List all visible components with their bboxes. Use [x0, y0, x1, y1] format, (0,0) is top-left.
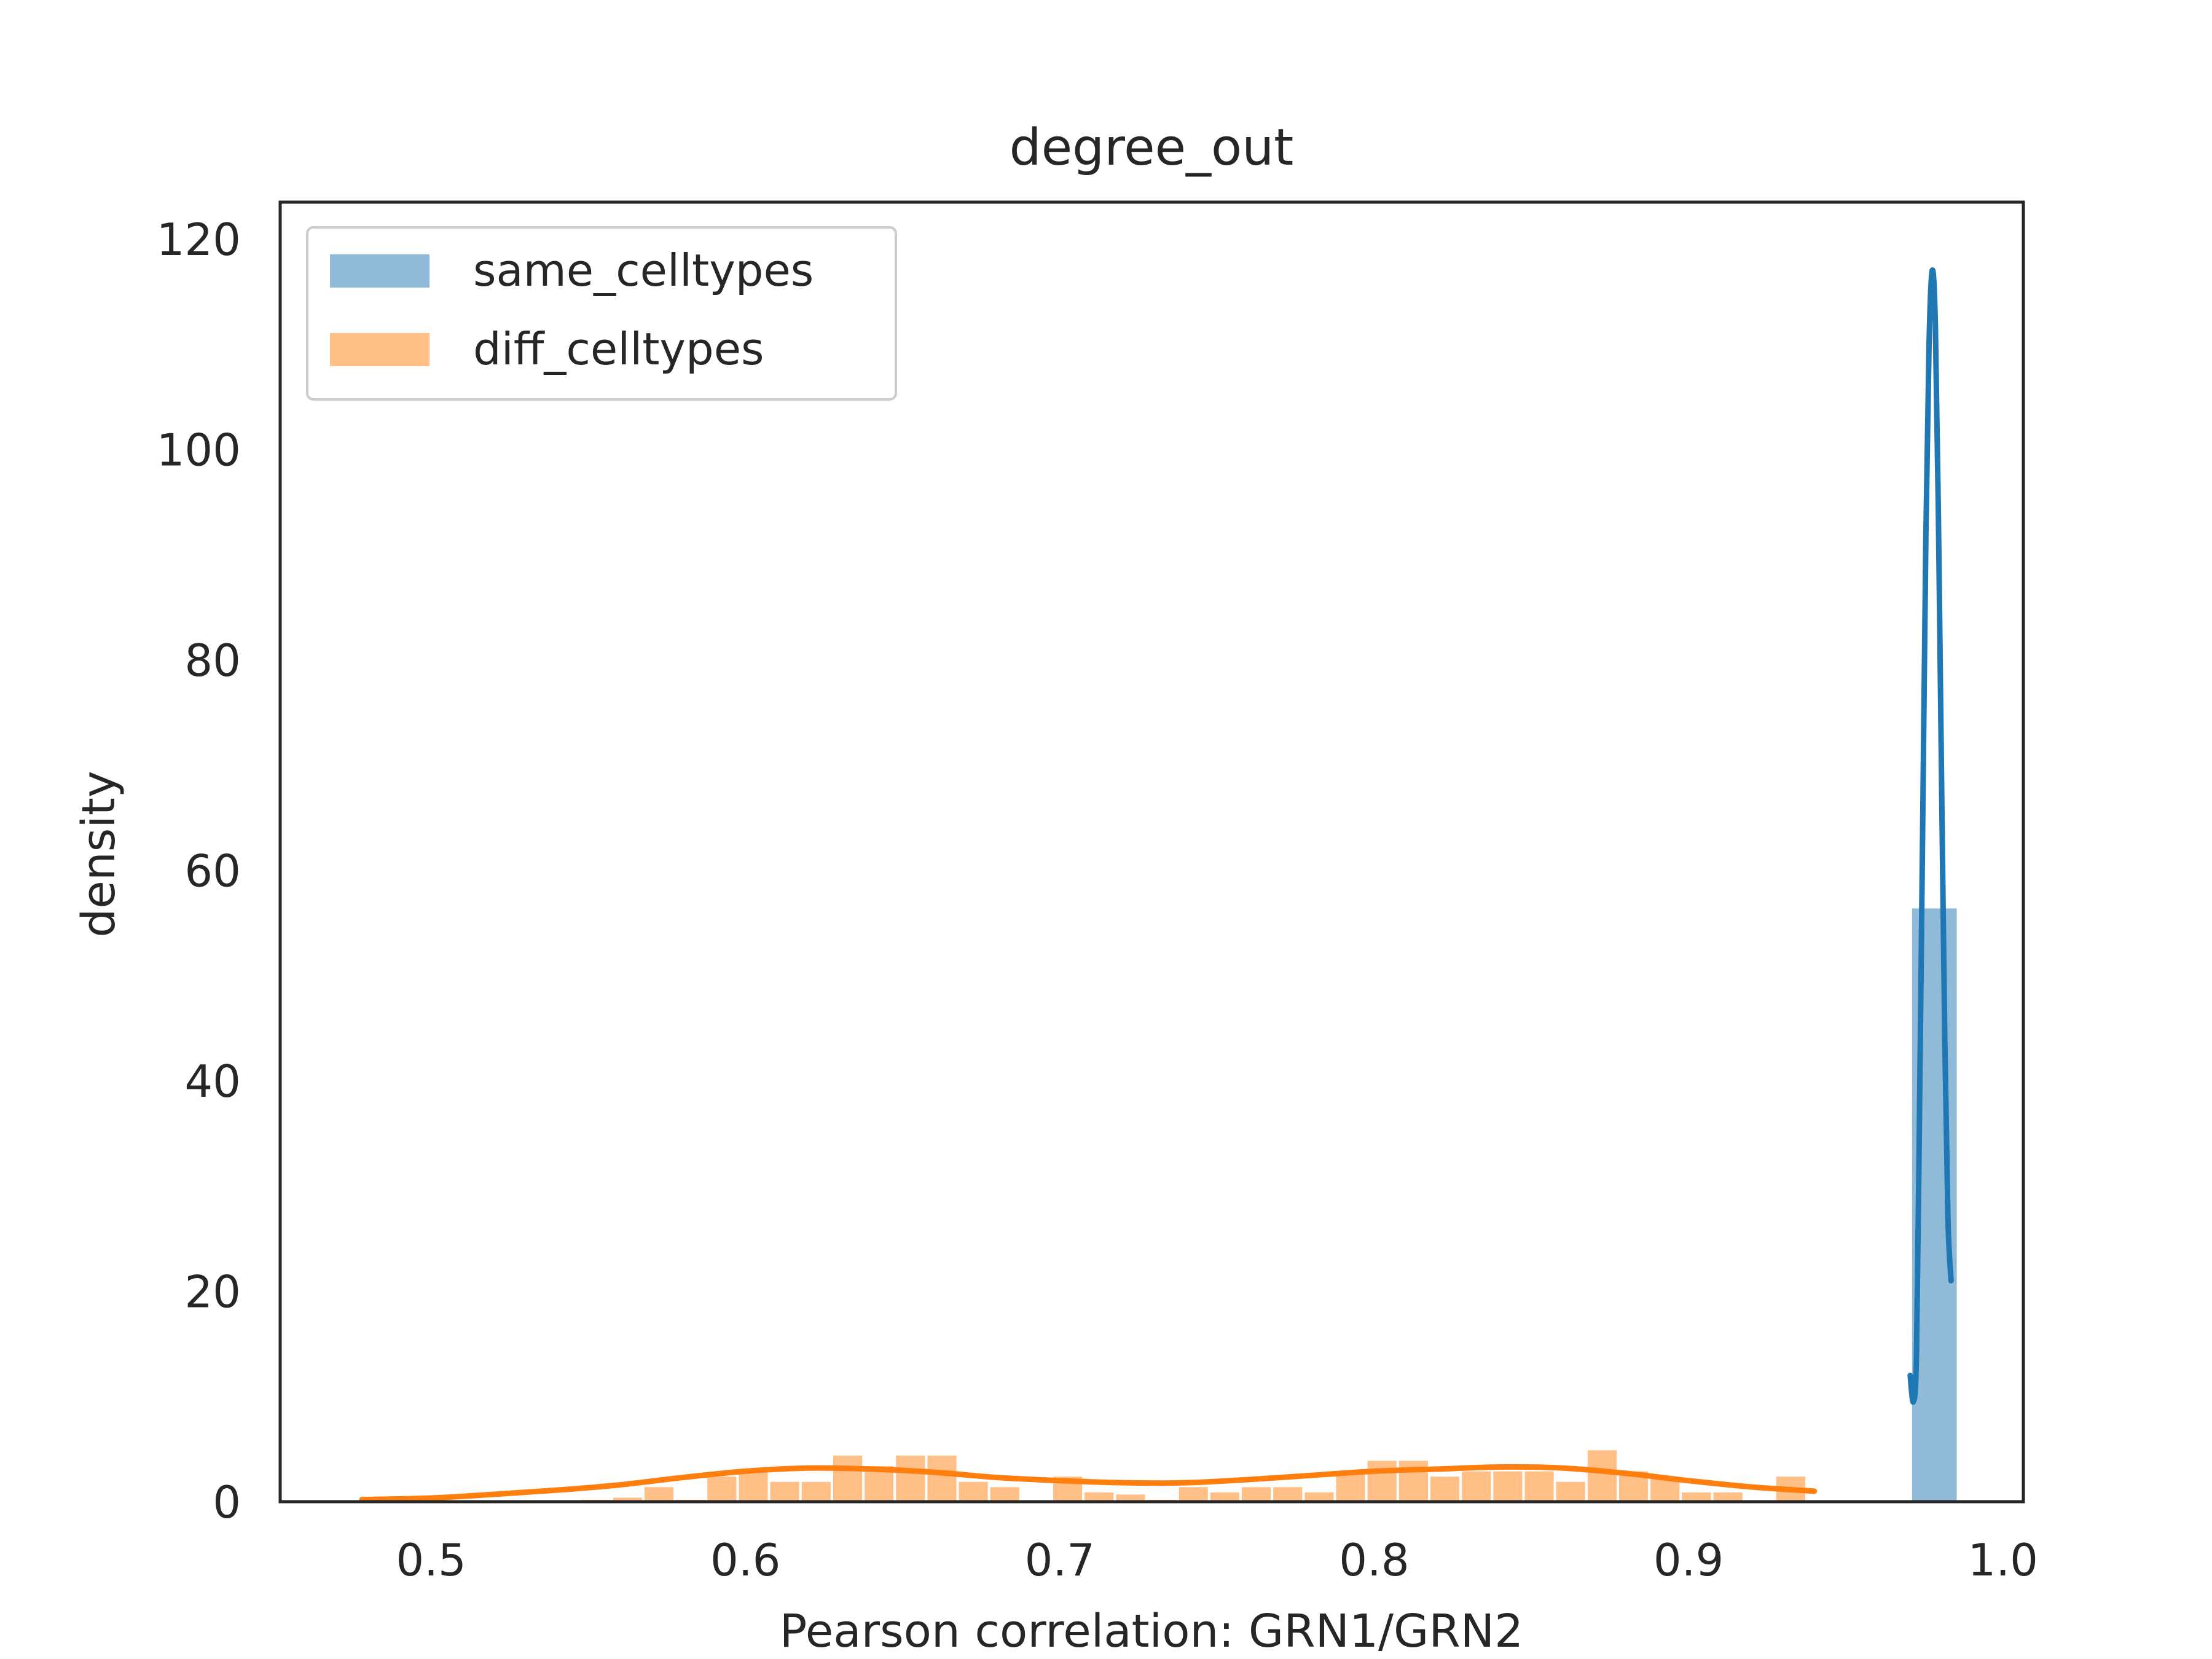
x-tick-label: 0.8: [1339, 1534, 1410, 1586]
bar-diff-celltypes: [1585, 1448, 1619, 1504]
chart-title: degree_out: [1010, 119, 1294, 177]
legend-swatch-diff-celltypes: [330, 333, 429, 366]
legend-frame: [306, 226, 897, 401]
x-tick-label: 0.6: [710, 1534, 781, 1586]
bar-diff-celltypes: [1679, 1489, 1714, 1504]
bar-diff-celltypes: [893, 1453, 928, 1504]
bar-diff-celltypes: [956, 1479, 990, 1504]
bar-diff-celltypes: [1207, 1489, 1242, 1504]
legend: same_celltypes diff_celltypes: [306, 226, 897, 401]
y-tick-label: 0: [213, 1477, 241, 1528]
bar-diff-celltypes: [1553, 1479, 1588, 1504]
bar-diff-celltypes: [641, 1484, 677, 1504]
y-tick-label: 80: [184, 635, 241, 686]
bar-diff-celltypes: [1491, 1469, 1525, 1504]
y-tick-label: 120: [157, 214, 241, 265]
bar-diff-celltypes: [1302, 1489, 1336, 1504]
bar-diff-celltypes: [1711, 1489, 1745, 1504]
plot-frame: [278, 200, 2025, 1504]
bar-diff-celltypes: [1522, 1469, 1556, 1504]
x-axis-label: Pearson correlation: GRN1/GRN2: [780, 1605, 1523, 1658]
y-tick-label: 60: [184, 845, 241, 896]
x-axis-ticks: 0.5 0.6 0.7 0.8 0.9 1.0: [396, 1534, 2038, 1586]
kde-curves: [359, 267, 1954, 1503]
x-tick-label: 0.7: [1025, 1534, 1096, 1586]
bar-diff-celltypes: [1082, 1489, 1116, 1504]
y-tick-label: 100: [157, 424, 241, 476]
bar-diff-celltypes: [925, 1453, 959, 1504]
legend-label-diff-celltypes: diff_celltypes: [473, 323, 764, 375]
y-axis-label: density: [73, 771, 125, 937]
y-tick-label: 40: [184, 1056, 241, 1107]
bar-diff-celltypes: [1239, 1484, 1274, 1504]
legend-label-same-celltypes: same_celltypes: [473, 245, 814, 296]
y-tick-label: 20: [184, 1266, 241, 1317]
bar-diff-celltypes: [736, 1469, 771, 1504]
bar-diff-celltypes: [1396, 1458, 1431, 1504]
bar-diff-celltypes: [1428, 1474, 1462, 1504]
bar-diff-celltypes: [1176, 1484, 1210, 1504]
bar-diff-celltypes: [1459, 1469, 1494, 1504]
x-tick-label: 0.5: [396, 1534, 466, 1586]
x-tick-label: 0.9: [1653, 1534, 1724, 1586]
bar-diff-celltypes: [767, 1479, 802, 1504]
y-axis-ticks: 0 20 40 60 80 100 120: [157, 214, 241, 1528]
legend-swatch-same-celltypes: [330, 254, 429, 288]
kde-line-diff-celltypes: [359, 1464, 1818, 1503]
histogram-bars: [579, 906, 1959, 1504]
bar-diff-celltypes: [830, 1453, 865, 1504]
bar-diff-celltypes: [1365, 1458, 1399, 1504]
x-tick-label: 1.0: [1967, 1534, 2038, 1586]
kde-line-same-celltypes: [1907, 267, 1954, 1405]
bar-diff-celltypes: [705, 1474, 739, 1504]
bar-diff-celltypes: [987, 1484, 1022, 1504]
bar-diff-celltypes: [799, 1479, 833, 1504]
bar-diff-celltypes: [1271, 1484, 1305, 1504]
